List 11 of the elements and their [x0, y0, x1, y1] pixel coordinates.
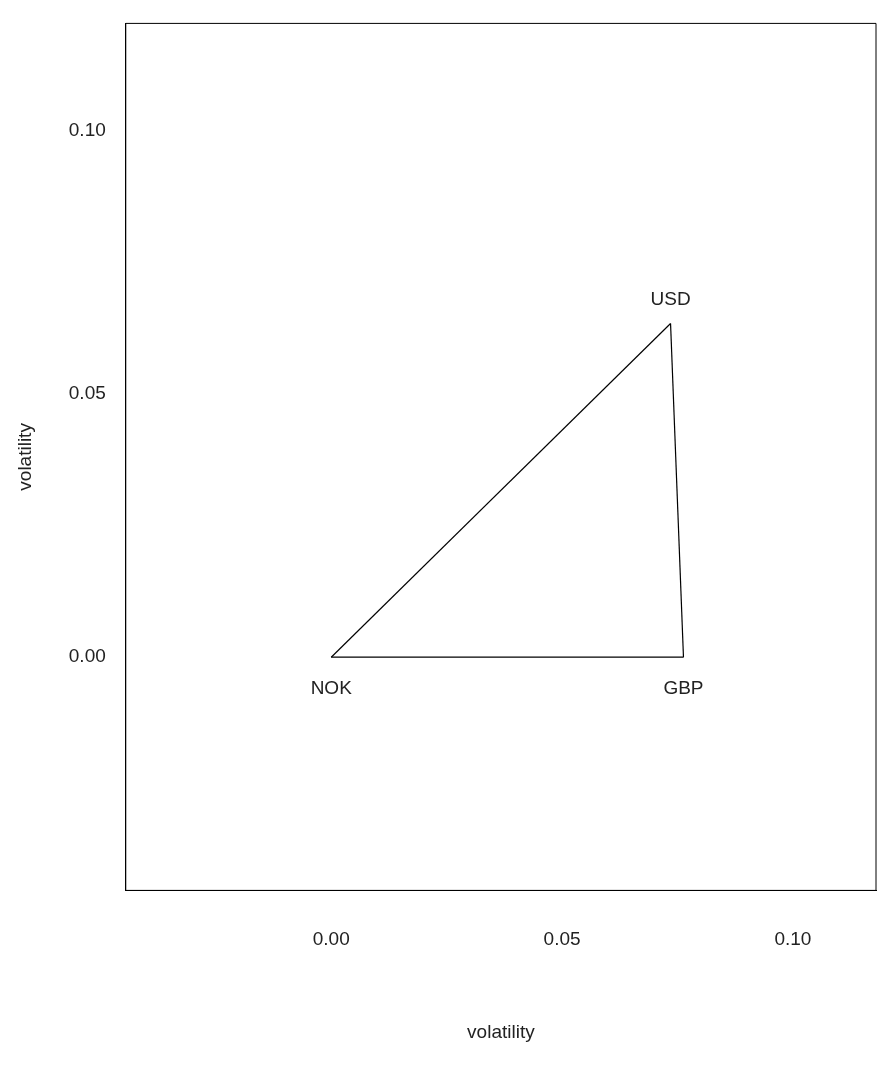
y-tick-label: 0.10: [68, 119, 106, 141]
annotation: GBP: [663, 676, 704, 698]
y-tick-label: 0.00: [68, 645, 106, 667]
x-tick-label: 0.05: [543, 928, 581, 950]
y-tick-label: 0.05: [68, 382, 106, 404]
x-tick-label: 0.10: [774, 928, 812, 950]
x-tick-label: 0.00: [312, 928, 350, 950]
y-axis-title: volatility: [13, 422, 35, 491]
annotation: USD: [650, 288, 691, 310]
x-axis-title: volatility: [467, 1020, 536, 1042]
annotation: NOK: [310, 676, 353, 698]
